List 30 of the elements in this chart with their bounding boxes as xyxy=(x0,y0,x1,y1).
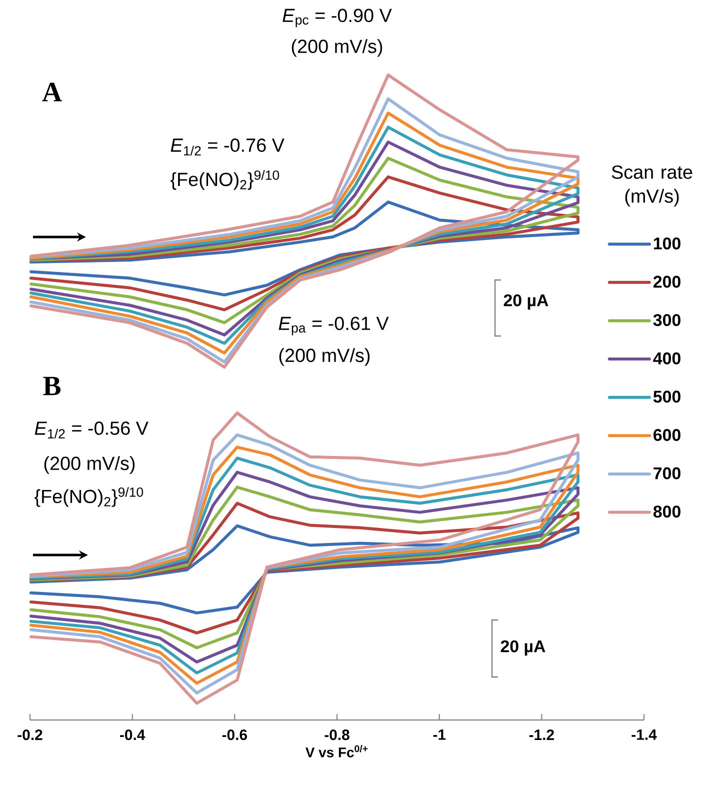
legend-label: 700 xyxy=(654,467,680,480)
x-tick-label: -0.6 xyxy=(222,730,247,740)
x-tick-label: -0.2 xyxy=(18,730,42,740)
annotation: (200 mV/s) xyxy=(44,456,135,474)
annotation: 20 µA xyxy=(500,640,546,656)
x-tick-label: -0.4 xyxy=(120,730,146,740)
legend-label: 400 xyxy=(653,352,680,364)
legend-label: 500 xyxy=(653,390,680,403)
legend-title: Scan rate (mV/s) xyxy=(612,165,692,207)
annotation: E$_{1/2}$ = -0.56 V xyxy=(34,421,148,438)
annotation: B xyxy=(43,376,61,396)
legend-label: 200 xyxy=(653,276,680,288)
text: (200 mV/s) xyxy=(292,39,382,57)
legend-label: 800 xyxy=(653,506,680,518)
legend-label: 100 xyxy=(654,237,680,250)
annotation: (200 mV/s) xyxy=(279,348,370,366)
annotation: A xyxy=(42,82,62,102)
x-tick-label: -1.2 xyxy=(529,730,554,740)
x-tick-label: -1.4 xyxy=(632,730,657,740)
x-tick-label: -1 xyxy=(433,730,446,740)
annotation: E$_{pa}$ = -0.61 V xyxy=(278,316,389,336)
text: E$_{pc}$ = -0.90 V xyxy=(282,8,392,28)
x-tick-label: -0.8 xyxy=(324,730,350,740)
legend-label: 300 xyxy=(653,314,680,326)
annotation: {Fe(NO)$_{2}$}$^{9/10}$ xyxy=(34,487,144,507)
annotation: E$_{1/2}$ = -0.76 V xyxy=(170,138,284,156)
annotation: {Fe(NO)$_{2}$}$^{9/10}$ xyxy=(170,170,280,190)
annotation: 20 µA xyxy=(504,294,548,310)
x-axis-title: V vs Fc$^{0/+}$ xyxy=(305,744,368,758)
legend-label: 600 xyxy=(654,428,680,441)
